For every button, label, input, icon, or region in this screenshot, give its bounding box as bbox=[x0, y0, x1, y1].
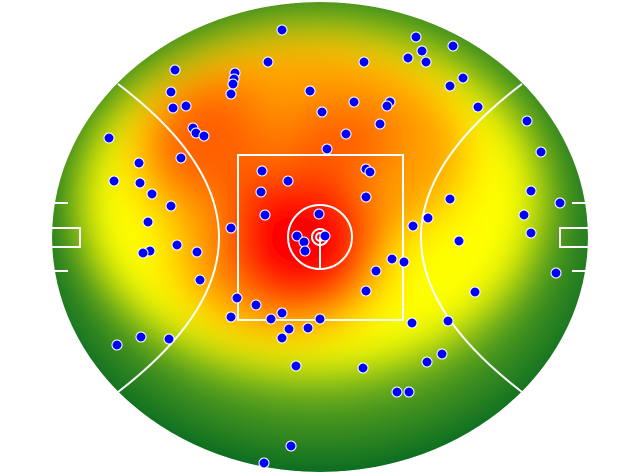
shot-point bbox=[364, 166, 376, 178]
shot-point bbox=[262, 56, 274, 68]
shot-point bbox=[348, 96, 360, 108]
shot-point bbox=[518, 209, 530, 221]
shot-point bbox=[406, 317, 418, 329]
shot-point bbox=[167, 102, 179, 114]
shot-point bbox=[225, 88, 237, 100]
shot-point bbox=[142, 216, 154, 228]
shot-point bbox=[285, 440, 297, 452]
shot-point bbox=[420, 56, 432, 68]
shot-point bbox=[386, 253, 398, 265]
shot-point bbox=[169, 64, 181, 76]
shot-point bbox=[134, 177, 146, 189]
shot-point bbox=[407, 220, 419, 232]
shot-point bbox=[255, 186, 267, 198]
shot-point bbox=[133, 157, 145, 169]
shot-point bbox=[360, 285, 372, 297]
shot-point bbox=[340, 128, 352, 140]
shot-point bbox=[525, 185, 537, 197]
shot-point bbox=[298, 236, 310, 248]
shot-point bbox=[360, 191, 372, 203]
shot-point bbox=[381, 100, 393, 112]
shot-point bbox=[402, 52, 414, 64]
shot-point bbox=[447, 40, 459, 52]
shot-point bbox=[535, 146, 547, 158]
shot-point bbox=[304, 85, 316, 97]
shot-point bbox=[265, 313, 277, 325]
shot-point bbox=[436, 348, 448, 360]
shot-point bbox=[391, 386, 403, 398]
shot-point bbox=[299, 245, 311, 257]
shot-point bbox=[290, 360, 302, 372]
shot-point bbox=[258, 457, 270, 469]
shot-point bbox=[256, 165, 268, 177]
shot-point bbox=[472, 101, 484, 113]
shot-point bbox=[198, 130, 210, 142]
shot-point bbox=[165, 86, 177, 98]
shot-point bbox=[321, 143, 333, 155]
shot-point bbox=[398, 256, 410, 268]
shot-point bbox=[469, 286, 481, 298]
shot-point bbox=[403, 386, 415, 398]
shot-point bbox=[302, 322, 314, 334]
shot-point bbox=[163, 333, 175, 345]
shot-point bbox=[444, 80, 456, 92]
shot-point bbox=[550, 267, 562, 279]
shot-point bbox=[554, 197, 566, 209]
shot-point bbox=[421, 356, 433, 368]
shot-point bbox=[444, 193, 456, 205]
shot-point bbox=[453, 235, 465, 247]
shot-point bbox=[146, 188, 158, 200]
shot-point bbox=[180, 100, 192, 112]
shot-point bbox=[282, 175, 294, 187]
shot-point bbox=[111, 339, 123, 351]
shot-point bbox=[227, 78, 239, 90]
shot-point bbox=[250, 299, 262, 311]
points bbox=[103, 24, 566, 469]
shot-point bbox=[374, 118, 386, 130]
shot-point bbox=[357, 362, 369, 374]
shot-point bbox=[525, 227, 537, 239]
shot-point bbox=[291, 230, 303, 242]
shot-point bbox=[416, 45, 428, 57]
shot-point bbox=[457, 72, 469, 84]
shot-point bbox=[191, 246, 203, 258]
shot-point bbox=[313, 208, 325, 220]
shot-point bbox=[442, 315, 454, 327]
shot-point bbox=[283, 323, 295, 335]
shot-point bbox=[225, 311, 237, 323]
shot-point bbox=[358, 56, 370, 68]
shot-point bbox=[259, 209, 271, 221]
shot-point bbox=[422, 212, 434, 224]
field bbox=[52, 2, 588, 472]
shot-point bbox=[194, 274, 206, 286]
shot-point bbox=[165, 200, 177, 212]
shot-point bbox=[175, 152, 187, 164]
shot-point bbox=[276, 332, 288, 344]
shot-point bbox=[410, 31, 422, 43]
shot-point bbox=[225, 222, 237, 234]
shot-point bbox=[370, 265, 382, 277]
shot-point bbox=[276, 307, 288, 319]
shot-point bbox=[108, 175, 120, 187]
shot-point bbox=[314, 313, 326, 325]
shot-point bbox=[231, 292, 243, 304]
shot-point bbox=[103, 132, 115, 144]
shot-point bbox=[135, 331, 147, 343]
shot-point bbox=[316, 106, 328, 118]
shot-point bbox=[319, 230, 331, 242]
shot-point bbox=[276, 24, 288, 36]
shot-point bbox=[521, 115, 533, 127]
shot-point bbox=[137, 247, 149, 259]
shot-point bbox=[171, 239, 183, 251]
